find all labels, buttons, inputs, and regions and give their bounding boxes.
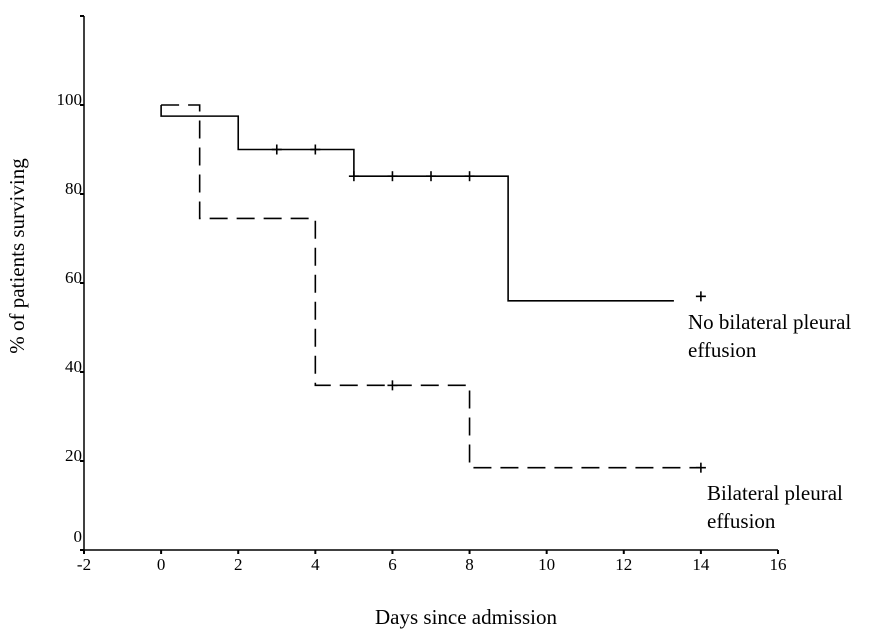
censor-mark [387, 380, 398, 391]
censor-mark [695, 462, 706, 473]
x-axis-label: Days since admission [375, 605, 557, 629]
series-label-no-bilateral-line2: effusion [688, 338, 757, 362]
x-tick-label: 14 [692, 555, 710, 574]
x-tick-label: 16 [770, 555, 787, 574]
series-line-1 [161, 104, 701, 469]
censor-mark [426, 171, 436, 182]
x-tick-label: 12 [615, 555, 632, 574]
series-line-0 [160, 105, 674, 302]
censor-mark [310, 144, 321, 155]
censor-mark [271, 144, 282, 155]
y-tick-label: 20 [65, 446, 82, 465]
series-label-no-bilateral: No bilateral pleural effusion [688, 310, 857, 362]
y-tick-label: 40 [65, 357, 82, 376]
censor-mark [464, 171, 475, 182]
censor-mark [695, 291, 706, 302]
x-tick-label: 6 [388, 555, 397, 574]
censor-mark [387, 171, 398, 182]
censor-mark [348, 171, 359, 182]
ticks: -2 0 2 4 6 8 10 12 14 16 0 20 40 60 80 100 [57, 15, 787, 574]
y-tick-label: 80 [65, 179, 82, 198]
x-tick-label: 8 [465, 555, 474, 574]
y-tick-label: 0 [74, 527, 83, 546]
series-label-bilateral-line2: effusion [707, 509, 776, 533]
y-tick-label: 60 [65, 268, 82, 287]
x-tick-label: 10 [538, 555, 555, 574]
y-tick-label: 100 [57, 90, 83, 109]
x-tick-label: 0 [157, 555, 166, 574]
series-layer [160, 104, 706, 473]
series-label-no-bilateral-line1: No bilateral pleural [688, 310, 851, 334]
series-label-bilateral: Bilateral pleural effusion [707, 481, 848, 533]
x-tick-label: 4 [311, 555, 320, 574]
series-label-bilateral-line1: Bilateral pleural [707, 481, 843, 505]
x-tick-label: 2 [234, 555, 243, 574]
y-axis-label: % of patients surviving [5, 158, 29, 354]
axes [83, 16, 778, 551]
x-tick-label: -2 [77, 555, 91, 574]
